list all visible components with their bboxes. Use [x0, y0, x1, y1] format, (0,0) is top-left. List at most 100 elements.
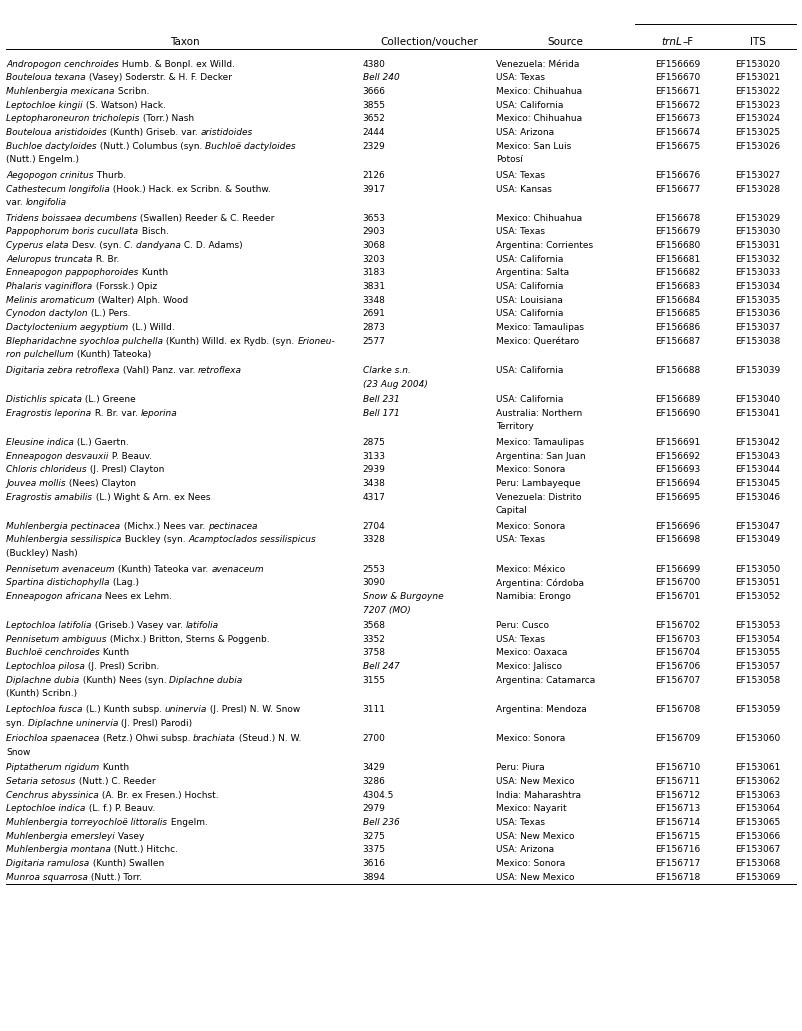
- Text: (Nutt.) Torr.: (Nutt.) Torr.: [88, 872, 143, 882]
- Text: Jouvea mollis: Jouvea mollis: [6, 478, 66, 488]
- Text: Mexico: Chihuahua: Mexico: Chihuahua: [496, 213, 581, 223]
- Text: Potosí: Potosí: [496, 156, 523, 164]
- Text: EF156691: EF156691: [654, 438, 700, 446]
- Text: EF153021: EF153021: [735, 73, 780, 82]
- Text: EF153040: EF153040: [735, 395, 780, 404]
- Text: EF156715: EF156715: [654, 832, 700, 840]
- Text: EF153046: EF153046: [735, 493, 780, 501]
- Text: 3666: 3666: [363, 88, 386, 96]
- Text: 3183: 3183: [363, 268, 386, 277]
- Text: EF156718: EF156718: [654, 872, 700, 882]
- Text: EF156677: EF156677: [654, 185, 700, 194]
- Text: 2126: 2126: [363, 171, 385, 180]
- Text: Eriochloa spaenacea: Eriochloa spaenacea: [6, 734, 99, 743]
- Text: EF153020: EF153020: [735, 60, 780, 69]
- Text: Muhlenbergia mexicana: Muhlenbergia mexicana: [6, 88, 115, 96]
- Text: EF153045: EF153045: [735, 478, 780, 488]
- Text: 4304.5: 4304.5: [363, 791, 394, 800]
- Text: Argentina: Corrientes: Argentina: Corrientes: [496, 241, 593, 251]
- Text: 3111: 3111: [363, 705, 386, 713]
- Text: EF156672: EF156672: [654, 101, 700, 109]
- Text: 2553: 2553: [363, 565, 386, 573]
- Text: Pennisetum avenaceum: Pennisetum avenaceum: [6, 565, 115, 573]
- Text: EF153037: EF153037: [735, 323, 780, 332]
- Text: Mexico: Nayarit: Mexico: Nayarit: [496, 804, 566, 813]
- Text: Buchloë cenchroides: Buchloë cenchroides: [6, 648, 100, 658]
- Text: 3652: 3652: [363, 114, 386, 124]
- Text: EF156694: EF156694: [654, 478, 700, 488]
- Text: EF156683: EF156683: [654, 282, 700, 291]
- Text: Mexico: Tamaulipas: Mexico: Tamaulipas: [496, 438, 584, 446]
- Text: Bouteloua aristidoides: Bouteloua aristidoides: [6, 128, 107, 137]
- Text: leporina: leporina: [140, 408, 177, 418]
- Text: EF156707: EF156707: [654, 675, 700, 685]
- Text: Eleusine indica: Eleusine indica: [6, 438, 75, 446]
- Text: EF153063: EF153063: [735, 791, 780, 800]
- Text: 3429: 3429: [363, 763, 385, 772]
- Text: EF156679: EF156679: [654, 228, 700, 236]
- Text: 3203: 3203: [363, 255, 386, 264]
- Text: 3438: 3438: [363, 478, 386, 488]
- Text: USA: Texas: USA: Texas: [496, 73, 545, 82]
- Text: Argentina: Córdoba: Argentina: Córdoba: [496, 578, 584, 588]
- Text: 3348: 3348: [363, 296, 386, 305]
- Text: EF153060: EF153060: [735, 734, 780, 743]
- Text: EF153043: EF153043: [735, 452, 780, 461]
- Text: (L. f.) P. Beauv.: (L. f.) P. Beauv.: [86, 804, 155, 813]
- Text: EF153026: EF153026: [735, 141, 780, 151]
- Text: (Hook.) Hack. ex Scribn. & Southw.: (Hook.) Hack. ex Scribn. & Southw.: [110, 185, 271, 194]
- Text: 2329: 2329: [363, 141, 385, 151]
- Text: (Nutt.) Engelm.): (Nutt.) Engelm.): [6, 156, 79, 164]
- Text: Argentina: Catamarca: Argentina: Catamarca: [496, 675, 595, 685]
- Text: Diplachne dubia: Diplachne dubia: [169, 675, 242, 685]
- Text: –F: –F: [683, 37, 693, 47]
- Text: USA: Arizona: USA: Arizona: [496, 128, 553, 137]
- Text: Bouteloua texana: Bouteloua texana: [6, 73, 86, 82]
- Text: Bell 231: Bell 231: [363, 395, 399, 404]
- Text: EF156696: EF156696: [654, 522, 700, 531]
- Text: Desv. (syn.: Desv. (syn.: [69, 241, 124, 251]
- Text: (S. Watson) Hack.: (S. Watson) Hack.: [83, 101, 166, 109]
- Text: USA: New Mexico: USA: New Mexico: [496, 832, 574, 840]
- Text: Cathestecum longifolia: Cathestecum longifolia: [6, 185, 110, 194]
- Text: Mexico: Chihuahua: Mexico: Chihuahua: [496, 88, 581, 96]
- Text: Acamptoclados sessilispicus: Acamptoclados sessilispicus: [188, 535, 316, 544]
- Text: EF153036: EF153036: [735, 309, 780, 319]
- Text: EF156702: EF156702: [654, 621, 700, 630]
- Text: ITS: ITS: [750, 37, 765, 47]
- Text: EF156712: EF156712: [654, 791, 700, 800]
- Text: 3917: 3917: [363, 185, 386, 194]
- Text: Territory: Territory: [496, 423, 533, 431]
- Text: (L.) Willd.: (L.) Willd.: [128, 323, 174, 332]
- Text: C. dandyana: C. dandyana: [124, 241, 181, 251]
- Text: Spartina distichophylla: Spartina distichophylla: [6, 578, 110, 588]
- Text: EF153067: EF153067: [735, 845, 780, 855]
- Text: Eragrostis leporina: Eragrostis leporina: [6, 408, 91, 418]
- Text: Source: Source: [548, 37, 583, 47]
- Text: Bell 240: Bell 240: [363, 73, 399, 82]
- Text: USA: New Mexico: USA: New Mexico: [496, 777, 574, 786]
- Text: Vasey: Vasey: [115, 832, 144, 840]
- Text: Eragrostis amabilis: Eragrostis amabilis: [6, 493, 92, 501]
- Text: EF153050: EF153050: [735, 565, 780, 573]
- Text: Clarke s.n.: Clarke s.n.: [363, 366, 411, 375]
- Text: USA: Texas: USA: Texas: [496, 818, 545, 827]
- Text: EF156714: EF156714: [654, 818, 700, 827]
- Text: Taxon: Taxon: [170, 37, 199, 47]
- Text: EF153066: EF153066: [735, 832, 780, 840]
- Text: EF156671: EF156671: [654, 88, 700, 96]
- Text: Enneapogon desvauxii: Enneapogon desvauxii: [6, 452, 109, 461]
- Text: EF156713: EF156713: [654, 804, 700, 813]
- Text: Dactyloctenium aegyptium: Dactyloctenium aegyptium: [6, 323, 128, 332]
- Text: Pappophorum boris cucullata: Pappophorum boris cucullata: [6, 228, 139, 236]
- Text: EF156682: EF156682: [654, 268, 700, 277]
- Text: syn.: syn.: [6, 719, 28, 728]
- Text: EF156673: EF156673: [654, 114, 700, 124]
- Text: 3275: 3275: [363, 832, 386, 840]
- Text: 3375: 3375: [363, 845, 386, 855]
- Text: Erioneu-: Erioneu-: [298, 337, 335, 345]
- Text: (L.) Pers.: (L.) Pers.: [88, 309, 131, 319]
- Text: Leptochloe indica: Leptochloe indica: [6, 804, 86, 813]
- Text: (Nees) Clayton: (Nees) Clayton: [66, 478, 136, 488]
- Text: 3155: 3155: [363, 675, 386, 685]
